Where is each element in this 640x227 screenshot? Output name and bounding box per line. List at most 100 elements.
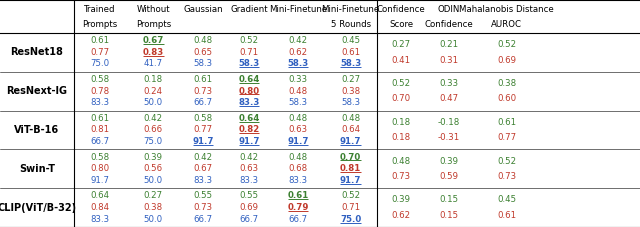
Text: AUROC: AUROC — [491, 20, 522, 29]
Text: 0.69: 0.69 — [239, 203, 259, 212]
Text: 83.3: 83.3 — [238, 98, 260, 107]
Text: 0.58: 0.58 — [91, 75, 109, 84]
Text: 0.39: 0.39 — [144, 153, 163, 162]
Text: Score: Score — [389, 20, 413, 29]
Text: Prompts: Prompts — [83, 20, 118, 29]
Text: 58.3: 58.3 — [238, 59, 260, 69]
Text: Without: Without — [136, 5, 170, 14]
Text: 83.3: 83.3 — [239, 176, 259, 185]
Text: 0.47: 0.47 — [440, 94, 458, 104]
Text: 0.64: 0.64 — [238, 114, 260, 123]
Text: 0.68: 0.68 — [289, 164, 308, 173]
Text: 0.38: 0.38 — [497, 79, 516, 88]
Text: 0.65: 0.65 — [193, 48, 212, 57]
Text: 91.7: 91.7 — [192, 137, 214, 146]
Text: 0.59: 0.59 — [440, 172, 458, 181]
Text: Prompts: Prompts — [136, 20, 171, 29]
Text: 0.79: 0.79 — [287, 203, 309, 212]
Text: 0.27: 0.27 — [144, 191, 163, 200]
Text: 0.27: 0.27 — [392, 40, 410, 49]
Text: Confidence: Confidence — [424, 20, 474, 29]
Text: 0.77: 0.77 — [497, 133, 516, 142]
Text: 0.61: 0.61 — [287, 191, 309, 200]
Text: 0.48: 0.48 — [341, 114, 360, 123]
Text: 0.52: 0.52 — [392, 79, 410, 88]
Text: 0.84: 0.84 — [91, 203, 109, 212]
Text: 0.42: 0.42 — [193, 153, 212, 162]
Text: ResNet18: ResNet18 — [10, 47, 63, 57]
Text: 0.78: 0.78 — [91, 87, 109, 96]
Text: 0.58: 0.58 — [193, 114, 212, 123]
Text: ODIN: ODIN — [438, 5, 460, 14]
Text: 0.61: 0.61 — [91, 36, 109, 45]
Text: 0.45: 0.45 — [497, 195, 516, 204]
Text: 0.52: 0.52 — [497, 156, 516, 165]
Text: 0.48: 0.48 — [193, 36, 212, 45]
Text: 0.21: 0.21 — [440, 40, 458, 49]
Text: 83.3: 83.3 — [289, 176, 308, 185]
Text: Trained: Trained — [84, 5, 116, 14]
Text: 66.7: 66.7 — [239, 215, 259, 224]
Text: 0.64: 0.64 — [238, 75, 260, 84]
Text: 0.42: 0.42 — [144, 114, 163, 123]
Text: 0.48: 0.48 — [289, 153, 308, 162]
Text: 0.39: 0.39 — [440, 156, 458, 165]
Text: 0.27: 0.27 — [341, 75, 360, 84]
Text: 0.18: 0.18 — [392, 133, 410, 142]
Text: 58.3: 58.3 — [340, 59, 362, 69]
Text: 66.7: 66.7 — [91, 137, 109, 146]
Text: 0.48: 0.48 — [289, 87, 308, 96]
Text: Swin-T: Swin-T — [19, 164, 55, 174]
Text: 0.77: 0.77 — [193, 126, 212, 134]
Text: 0.67: 0.67 — [143, 36, 164, 45]
Text: 0.81: 0.81 — [91, 126, 109, 134]
Text: 0.48: 0.48 — [392, 156, 410, 165]
Text: 0.38: 0.38 — [144, 203, 163, 212]
Text: 0.61: 0.61 — [497, 118, 516, 127]
Text: 0.56: 0.56 — [144, 164, 163, 173]
Text: 0.73: 0.73 — [392, 172, 410, 181]
Text: 91.7: 91.7 — [340, 137, 362, 146]
Text: 0.63: 0.63 — [289, 126, 308, 134]
Text: 0.18: 0.18 — [144, 75, 163, 84]
Text: CLIP(ViT/B-32): CLIP(ViT/B-32) — [0, 202, 76, 213]
Text: 0.41: 0.41 — [392, 56, 410, 65]
Text: 58.3: 58.3 — [193, 59, 212, 69]
Text: 0.15: 0.15 — [440, 211, 458, 220]
Text: 0.71: 0.71 — [341, 203, 360, 212]
Text: 0.45: 0.45 — [341, 36, 360, 45]
Text: 0.18: 0.18 — [392, 118, 410, 127]
Text: 0.61: 0.61 — [341, 48, 360, 57]
Text: 50.0: 50.0 — [144, 98, 163, 107]
Text: 83.3: 83.3 — [91, 98, 109, 107]
Text: 0.33: 0.33 — [289, 75, 308, 84]
Text: 0.52: 0.52 — [239, 36, 259, 45]
Text: 58.3: 58.3 — [289, 98, 308, 107]
Text: 0.15: 0.15 — [440, 195, 458, 204]
Text: 0.64: 0.64 — [341, 126, 360, 134]
Text: 0.73: 0.73 — [193, 203, 212, 212]
Text: 0.64: 0.64 — [91, 191, 109, 200]
Text: 0.33: 0.33 — [440, 79, 458, 88]
Text: Mini-Finetune: Mini-Finetune — [269, 5, 328, 14]
Text: 0.39: 0.39 — [392, 195, 410, 204]
Text: 0.70: 0.70 — [392, 94, 410, 104]
Text: 0.60: 0.60 — [497, 94, 516, 104]
Text: 83.3: 83.3 — [91, 215, 109, 224]
Text: 0.61: 0.61 — [497, 211, 516, 220]
Text: 0.61: 0.61 — [91, 114, 109, 123]
Text: 0.69: 0.69 — [497, 56, 516, 65]
Text: 83.3: 83.3 — [193, 176, 212, 185]
Text: 0.52: 0.52 — [341, 191, 360, 200]
Text: 0.55: 0.55 — [239, 191, 259, 200]
Text: 5 Rounds: 5 Rounds — [331, 20, 371, 29]
Text: Mahalanobis Distance: Mahalanobis Distance — [459, 5, 554, 14]
Text: 50.0: 50.0 — [144, 176, 163, 185]
Text: Confidence: Confidence — [376, 5, 426, 14]
Text: 0.71: 0.71 — [239, 48, 259, 57]
Text: 58.3: 58.3 — [287, 59, 309, 69]
Text: -0.31: -0.31 — [438, 133, 460, 142]
Text: Gaussian: Gaussian — [183, 5, 223, 14]
Text: ResNext-IG: ResNext-IG — [6, 86, 67, 96]
Text: 0.70: 0.70 — [340, 153, 362, 162]
